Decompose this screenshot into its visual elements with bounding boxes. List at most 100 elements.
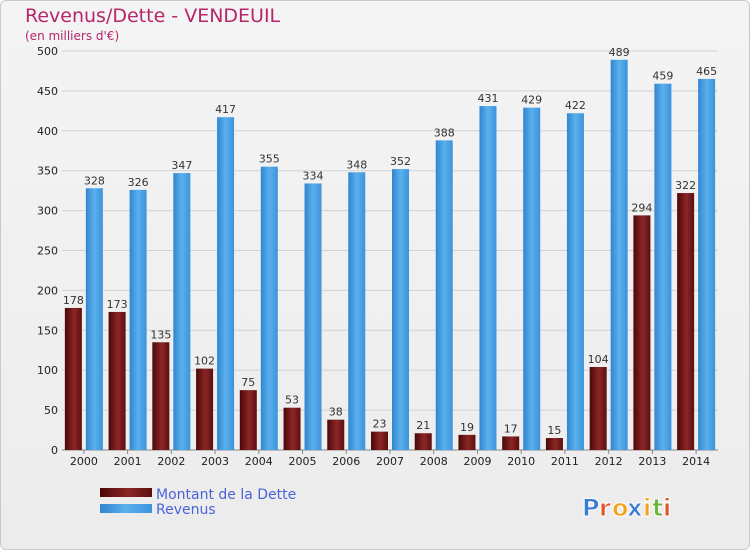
data-label: 53	[285, 394, 299, 407]
bar-dette	[589, 367, 607, 450]
data-label: 348	[346, 158, 367, 171]
data-label: 17	[504, 422, 518, 435]
bar-revenus	[698, 78, 716, 451]
bar-dette	[677, 193, 695, 450]
x-tick-label: 2013	[638, 455, 666, 468]
data-label: 352	[390, 155, 411, 168]
bar-revenus	[523, 107, 541, 451]
bar-revenus	[654, 83, 672, 450]
y-tick-label: 400	[37, 125, 58, 138]
legend-label-debt: Montant de la Dette	[156, 487, 296, 503]
chart-title: Revenus/Dette - VENDEUIL	[25, 5, 281, 27]
x-tick-label: 2001	[114, 455, 142, 468]
y-tick-label: 450	[37, 85, 58, 98]
y-axis-ticks: 0 50 100 150 200 250 300 350 400 450 500	[37, 45, 58, 457]
x-tick-label: 2005	[289, 455, 317, 468]
data-label: 355	[259, 153, 280, 166]
bar-revenus	[217, 117, 235, 450]
bar-revenus	[260, 166, 278, 450]
bar-dette	[152, 342, 170, 450]
x-axis-ticks: 2000 2001 2002 2003 2004 2005 2006 2007 2008 2009…	[70, 450, 710, 468]
chart-subtitle: (en milliers d'€)	[25, 29, 119, 43]
x-tick-label: 2007	[376, 455, 404, 468]
bar-dette	[108, 311, 126, 450]
data-label: 75	[241, 376, 255, 389]
bar-dette	[327, 419, 345, 450]
bar-revenus	[479, 106, 497, 450]
y-tick-label: 150	[37, 324, 58, 337]
x-tick-label: 2014	[682, 455, 710, 468]
bar-revenus	[304, 183, 322, 450]
x-tick-label: 2010	[507, 455, 535, 468]
data-label: 347	[171, 159, 192, 172]
bar-dette	[545, 438, 563, 450]
x-tick-label: 2009	[463, 455, 491, 468]
data-label: 465	[696, 65, 717, 78]
y-tick-label: 0	[51, 444, 58, 457]
x-tick-label: 2002	[157, 455, 185, 468]
proxiti-logo-letter: o	[612, 494, 629, 522]
data-label: 388	[434, 126, 455, 139]
bar-revenus	[85, 188, 103, 451]
data-label: 459	[652, 70, 673, 83]
data-label: 19	[460, 421, 474, 434]
bar-dette	[371, 431, 388, 450]
x-tick-label: 2000	[70, 455, 98, 468]
data-label: 422	[565, 99, 586, 112]
proxiti-logo-letter: i	[643, 494, 651, 522]
x-tick-label: 2006	[332, 455, 360, 468]
bar-revenus	[129, 189, 147, 451]
data-label: 489	[609, 46, 630, 59]
data-label: 431	[477, 92, 498, 105]
x-tick-label: 2011	[551, 455, 579, 468]
bar-revenus	[348, 172, 366, 450]
data-label: 104	[588, 353, 609, 366]
proxiti-logo-letter: r	[599, 494, 611, 522]
bar-revenus	[610, 59, 628, 450]
bar-dette	[633, 215, 651, 450]
legend: Montant de la Dette Revenus	[100, 487, 296, 518]
proxiti-logo-letter: t	[652, 494, 663, 522]
bar-dette	[196, 368, 214, 450]
legend-swatch-revenus	[100, 504, 152, 513]
legend-label-revenus: Revenus	[156, 502, 216, 518]
data-label: 417	[215, 103, 236, 116]
data-label: 21	[416, 419, 430, 432]
x-tick-label: 2003	[201, 455, 229, 468]
bar-revenus	[435, 140, 453, 450]
data-label: 429	[521, 94, 542, 107]
proxiti-logo-letter: x	[627, 494, 643, 522]
data-label: 173	[107, 298, 128, 311]
data-label: 294	[631, 201, 652, 214]
x-tick-label: 2012	[595, 455, 623, 468]
bars	[64, 59, 716, 451]
y-tick-label: 300	[37, 205, 58, 218]
bar-dette	[64, 307, 82, 450]
y-tick-label: 100	[37, 364, 58, 377]
bar-dette	[502, 436, 520, 450]
x-tick-label: 2008	[420, 455, 448, 468]
bar-dette	[458, 434, 476, 450]
data-label: 178	[63, 294, 84, 307]
data-label: 23	[373, 418, 387, 431]
y-tick-label: 350	[37, 165, 58, 178]
bar-dette	[239, 390, 257, 450]
data-labels: 178 328 173 326 135 347 102 417 75 355 53 334 38 348 2…	[63, 46, 717, 437]
bar-dette	[283, 407, 301, 450]
x-tick-label: 2004	[245, 455, 273, 468]
proxiti-logo-letter: i	[663, 494, 671, 522]
bar-dette	[414, 433, 432, 450]
y-tick-label: 200	[37, 284, 58, 297]
data-label: 102	[194, 355, 215, 368]
data-label: 38	[329, 406, 343, 419]
bar-revenus	[566, 113, 584, 450]
data-label: 334	[303, 169, 324, 182]
data-label: 135	[150, 328, 171, 341]
y-tick-label: 50	[44, 404, 58, 417]
data-label: 322	[675, 179, 696, 192]
data-label: 326	[128, 176, 149, 189]
bar-revenus	[173, 173, 191, 450]
proxiti-logo-letter: P	[582, 494, 600, 522]
